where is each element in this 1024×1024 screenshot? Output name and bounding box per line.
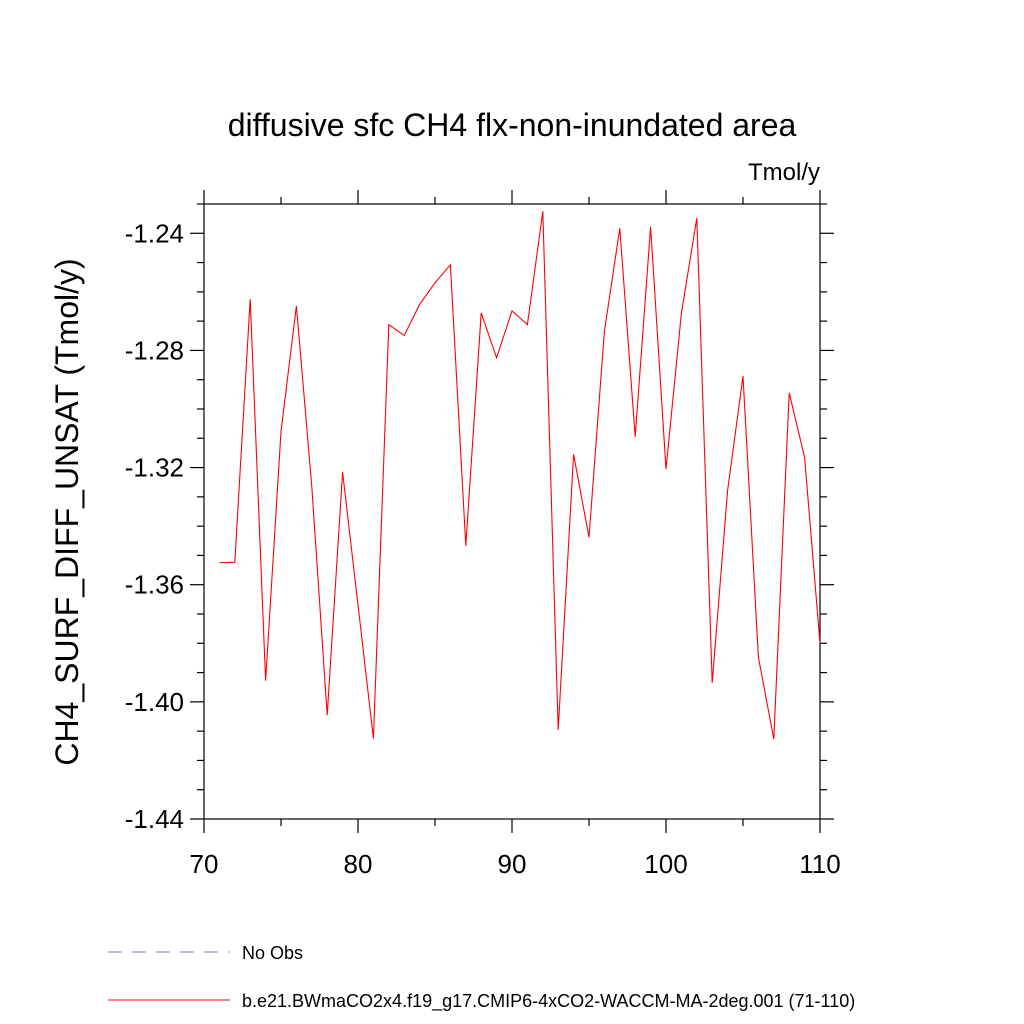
y-tick-label: -1.32: [125, 453, 184, 483]
units-label: Tmol/y: [748, 159, 820, 186]
y-tick-label: -1.44: [125, 804, 184, 834]
legend-label: b.e21.BWmaCO2x4.f19_g17.CMIP6-4xCO2-WACC…: [242, 991, 855, 1012]
y-tick-label: -1.40: [125, 687, 184, 717]
x-axis-ticks: 70 80 90 100 110: [190, 190, 841, 879]
x-tick-label: 70: [190, 849, 219, 879]
chart-title: diffusive sfc CH4 flx-non-inundated area: [228, 107, 797, 143]
y-tick-label: -1.36: [125, 570, 184, 600]
y-axis-label: CH4_SURF_DIFF_UNSAT (Tmol/y): [49, 258, 85, 765]
legend: No Obs b.e21.BWmaCO2x4.f19_g17.CMIP6-4xCO…: [108, 943, 855, 1012]
y-axis-ticks: -1.44 -1.40 -1.36 -1.32 -1.28 -1.24: [125, 203, 834, 834]
series-line: [219, 211, 821, 740]
plot-frame: [203, 203, 821, 820]
x-tick-label: 80: [344, 849, 373, 879]
x-tick-label: 90: [498, 849, 527, 879]
x-tick-label: 100: [644, 849, 687, 879]
y-tick-label: -1.24: [125, 218, 184, 248]
y-tick-label: -1.28: [125, 335, 184, 365]
legend-label: No Obs: [242, 943, 303, 963]
series-layer: [219, 211, 821, 740]
x-tick-label: 110: [799, 849, 840, 879]
